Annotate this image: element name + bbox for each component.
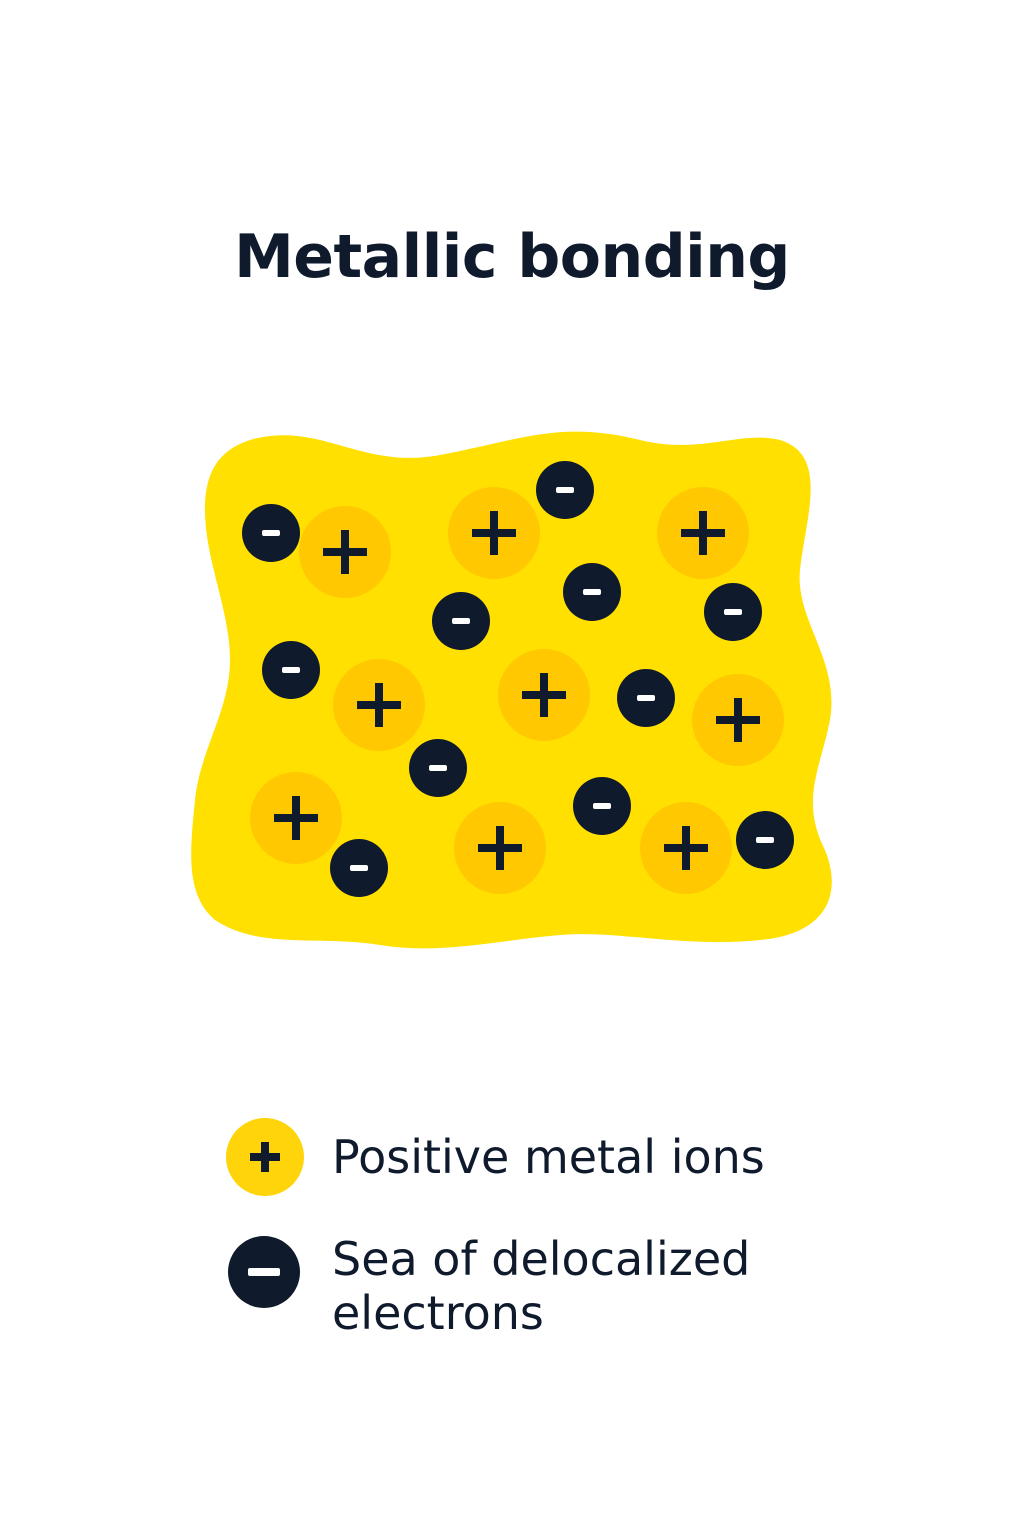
positive-ion: [333, 659, 425, 751]
electron: [330, 839, 388, 897]
legend-label-electrons-line1: Sea of delocalized: [332, 1232, 751, 1286]
positive-ion: [454, 802, 546, 894]
minus-icon: [452, 618, 470, 624]
electron: [409, 739, 467, 797]
plus-icon: [274, 796, 318, 840]
electron: [536, 461, 594, 519]
plus-icon: [472, 511, 516, 555]
minus-icon: [228, 1236, 300, 1308]
electron: [242, 504, 300, 562]
minus-icon: [262, 530, 280, 536]
plus-icon: [681, 511, 725, 555]
minus-icon: [556, 487, 574, 493]
plus-icon: [226, 1118, 304, 1196]
minus-icon: [756, 837, 774, 843]
plus-icon: [716, 698, 760, 742]
positive-ion: [692, 674, 784, 766]
minus-icon: [282, 667, 300, 673]
electron: [617, 669, 675, 727]
plus-icon: [478, 826, 522, 870]
positive-ion: [498, 649, 590, 741]
legend-label-electrons-line2: electrons: [332, 1286, 544, 1340]
positive-ions-group: [250, 487, 784, 894]
electron: [432, 592, 490, 650]
positive-ion: [299, 506, 391, 598]
electron: [262, 641, 320, 699]
electron: [573, 777, 631, 835]
minus-icon: [593, 803, 611, 809]
legend-label-electrons: Sea of delocalized electrons: [332, 1232, 750, 1340]
electron: [704, 583, 762, 641]
minus-icon: [637, 695, 655, 701]
page-title: Metallic bonding: [234, 222, 790, 292]
plus-icon: [357, 683, 401, 727]
plus-icon: [323, 530, 367, 574]
electron: [736, 811, 794, 869]
legend-label-positive-ions: Positive metal ions: [332, 1130, 765, 1184]
minus-icon: [583, 589, 601, 595]
minus-icon: [350, 865, 368, 871]
positive-ion: [250, 772, 342, 864]
plus-icon: [522, 673, 566, 717]
electron: [563, 563, 621, 621]
plus-icon: [664, 826, 708, 870]
electrons-group: [242, 461, 794, 897]
positive-ion: [448, 487, 540, 579]
positive-ion: [657, 487, 749, 579]
minus-icon: [724, 609, 742, 615]
positive-ion: [640, 802, 732, 894]
minus-icon: [429, 765, 447, 771]
